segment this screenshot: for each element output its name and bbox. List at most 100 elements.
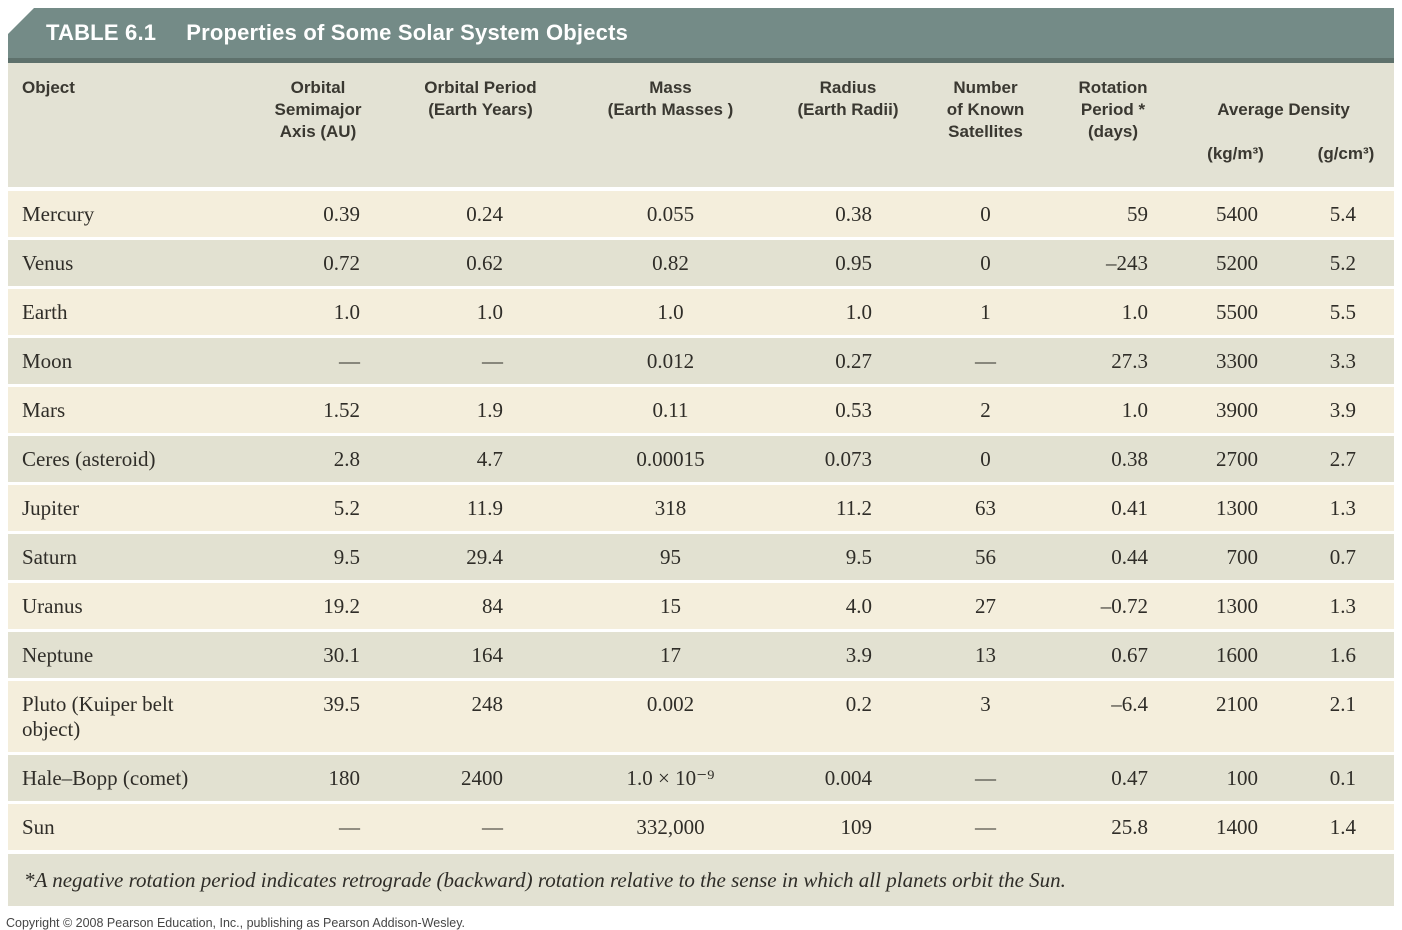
cell-radius: 1.0 [778,287,918,338]
cell-semimajor-axis: 30.1 [238,630,398,681]
cell-rotation-period: 1.0 [1053,385,1173,436]
cell-radius: 109 [778,802,918,853]
cell-object: Moon [8,336,238,387]
cell-density-kg: 5400 [1173,189,1298,240]
cell-radius: 0.53 [778,385,918,436]
cell-satellites: — [918,753,1053,804]
footnote-text: *A negative rotation period indicates re… [24,867,1066,892]
cell-satellites: 63 [918,483,1053,534]
header-mass: Mass (Earth Masses ) [563,63,778,191]
table-header: Object Orbital Semimajor Axis (AU) Orbit… [8,63,1394,191]
cell-orbital-period: 29.4 [398,532,563,583]
cell-density-kg: 2700 [1173,434,1298,485]
cell-density-g: 5.4 [1298,189,1394,240]
cell-density-kg: 3300 [1173,336,1298,387]
cell-mass: 318 [563,483,778,534]
solar-system-properties-table: Object Orbital Semimajor Axis (AU) Orbit… [8,63,1394,853]
cell-satellites: 27 [918,581,1053,632]
header-density-g: (g/cm³) [1317,144,1375,163]
cell-density-g: 3.3 [1298,336,1394,387]
cell-orbital-period: 4.7 [398,434,563,485]
header-average-density: Average Density (kg/m³) (g/cm³) [1173,63,1394,191]
header-object: Object [8,63,238,191]
cell-radius: 4.0 [778,581,918,632]
table-row: Saturn 9.5 29.4 95 9.5 56 0.44 700 0.7 [8,532,1394,583]
cell-rotation-period: 59 [1053,189,1173,240]
cell-density-kg: 1300 [1173,581,1298,632]
cell-object: Mars [8,385,238,436]
table-number: TABLE 6.1 [46,20,157,45]
table-row: Moon — — 0.012 0.27 — 27.3 3300 3.3 [8,336,1394,387]
header-radius: Radius (Earth Radii) [778,63,918,191]
cell-mass: 17 [563,630,778,681]
cell-semimajor-axis: 1.0 [238,287,398,338]
table-row: Venus 0.72 0.62 0.82 0.95 0 –243 5200 5.… [8,238,1394,289]
cell-rotation-period: 0.47 [1053,753,1173,804]
cell-satellites: 0 [918,238,1053,289]
header-density-title: Average Density [1217,100,1350,119]
cell-density-kg: 1300 [1173,483,1298,534]
cell-object: Pluto (Kuiper belt object) [8,679,238,755]
cell-object: Jupiter [8,483,238,534]
cell-mass: 0.11 [563,385,778,436]
cell-satellites: 13 [918,630,1053,681]
header-row: Object Orbital Semimajor Axis (AU) Orbit… [8,63,1394,191]
cell-semimajor-axis: 180 [238,753,398,804]
cell-orbital-period: 248 [398,679,563,755]
cell-object: Venus [8,238,238,289]
cell-radius: 11.2 [778,483,918,534]
table-row: Jupiter 5.2 11.9 318 11.2 63 0.41 1300 1… [8,483,1394,534]
header-density-units: (kg/m³) (g/cm³) [1173,143,1394,165]
cell-semimajor-axis: — [238,336,398,387]
cell-radius: 0.2 [778,679,918,755]
cell-semimajor-axis: 2.8 [238,434,398,485]
header-density-kg: (kg/m³) [1207,144,1264,163]
footnote-band: *A negative rotation period indicates re… [8,854,1394,906]
cell-density-g: 0.1 [1298,753,1394,804]
cell-rotation-period: –6.4 [1053,679,1173,755]
cell-density-g: 5.5 [1298,287,1394,338]
cell-radius: 0.004 [778,753,918,804]
cell-density-g: 1.6 [1298,630,1394,681]
cell-orbital-period: 1.0 [398,287,563,338]
cell-orbital-period: 2400 [398,753,563,804]
table-title-bar: TABLE 6.1 Properties of Some Solar Syste… [8,8,1394,58]
cell-rotation-period: 0.41 [1053,483,1173,534]
cell-mass: 1.0 × 10⁻⁹ [563,753,778,804]
cell-mass: 15 [563,581,778,632]
cell-density-g: 5.2 [1298,238,1394,289]
cell-object: Sun [8,802,238,853]
cell-semimajor-axis: 19.2 [238,581,398,632]
cell-object: Uranus [8,581,238,632]
cell-mass: 0.82 [563,238,778,289]
cell-mass: 0.002 [563,679,778,755]
cell-satellites: — [918,336,1053,387]
cell-rotation-period: –0.72 [1053,581,1173,632]
cell-object: Ceres (asteroid) [8,434,238,485]
table-row: Mars 1.52 1.9 0.11 0.53 2 1.0 3900 3.9 [8,385,1394,436]
cell-rotation-period: 27.3 [1053,336,1173,387]
cell-rotation-period: –243 [1053,238,1173,289]
cell-density-kg: 1600 [1173,630,1298,681]
header-satellites: Number of Known Satellites [918,63,1053,191]
cell-satellites: 2 [918,385,1053,436]
table-row: Sun — — 332,000 109 — 25.8 1400 1.4 [8,802,1394,853]
cell-orbital-period: 164 [398,630,563,681]
cell-mass: 0.055 [563,189,778,240]
cell-orbital-period: 11.9 [398,483,563,534]
cell-semimajor-axis: 5.2 [238,483,398,534]
cell-density-g: 2.7 [1298,434,1394,485]
table-row: Pluto (Kuiper belt object) 39.5 248 0.00… [8,679,1394,755]
cell-density-kg: 100 [1173,753,1298,804]
table-row: Mercury 0.39 0.24 0.055 0.38 0 59 5400 5… [8,189,1394,240]
cell-density-g: 1.3 [1298,483,1394,534]
cell-semimajor-axis: — [238,802,398,853]
cell-semimajor-axis: 0.72 [238,238,398,289]
cell-object: Mercury [8,189,238,240]
cell-density-g: 1.3 [1298,581,1394,632]
cell-object: Earth [8,287,238,338]
cell-density-g: 2.1 [1298,679,1394,755]
cell-mass: 0.012 [563,336,778,387]
cell-object: Neptune [8,630,238,681]
table-row: Neptune 30.1 164 17 3.9 13 0.67 1600 1.6 [8,630,1394,681]
